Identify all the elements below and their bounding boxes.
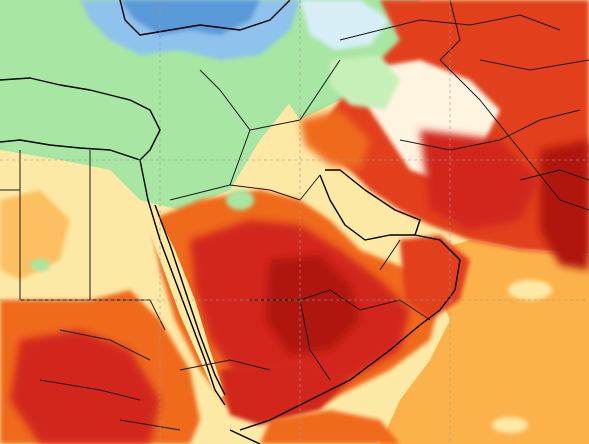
persian-gulf-field <box>320 170 420 240</box>
pale-cyan-field <box>300 0 390 50</box>
cold-deep-blue-field <box>120 0 260 35</box>
iran-orange-field <box>300 110 370 170</box>
arabia-dark-red-field <box>265 255 360 355</box>
ocean-pale-patch-2 <box>492 417 528 433</box>
iran-east-dark-red <box>540 140 589 270</box>
yemen-field <box>220 360 350 425</box>
oman-field <box>400 235 470 320</box>
north-africa-orange-field <box>0 190 70 280</box>
iran-highland-green <box>330 55 400 110</box>
egypt-green-patch <box>30 259 50 271</box>
sinai-green-patch <box>226 190 254 210</box>
ocean-pale-patch <box>508 280 552 300</box>
horn-africa-field <box>260 410 400 444</box>
coastlines <box>0 0 461 444</box>
